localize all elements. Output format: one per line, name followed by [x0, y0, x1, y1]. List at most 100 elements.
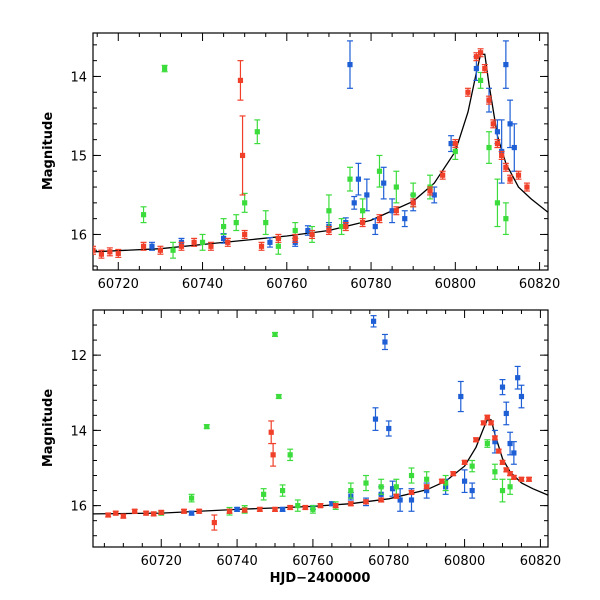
- data-point: [120, 513, 126, 519]
- data-point: [486, 97, 492, 103]
- x-tick-label: 60740: [182, 277, 223, 292]
- data-point: [370, 318, 377, 324]
- data-point: [292, 227, 298, 234]
- data-point: [424, 484, 430, 490]
- bottom-y-axis-label: Magnitude: [41, 389, 56, 468]
- data-point: [511, 144, 517, 151]
- data-point: [499, 487, 506, 494]
- data-point: [355, 176, 362, 182]
- data-point: [499, 152, 505, 159]
- data-point: [440, 172, 446, 178]
- data-point: [515, 172, 522, 178]
- data-point: [496, 448, 502, 454]
- data-series: [93, 48, 530, 259]
- data-point: [360, 220, 366, 226]
- data-point: [461, 459, 468, 465]
- data-point: [382, 339, 388, 345]
- data-point: [211, 519, 217, 526]
- data-point: [348, 501, 354, 507]
- x-tick-label: 60780: [350, 277, 391, 292]
- data-point: [486, 144, 492, 151]
- data-point: [473, 437, 479, 443]
- x-tick-label: 60720: [141, 554, 182, 569]
- data-point: [364, 192, 370, 198]
- data-point: [397, 497, 403, 503]
- data-point: [338, 223, 345, 230]
- data-point: [484, 414, 490, 420]
- data-point: [448, 141, 454, 147]
- data-point: [326, 208, 332, 214]
- data-point: [351, 200, 357, 206]
- y-tick-label: 12: [70, 349, 87, 364]
- data-point: [233, 220, 239, 226]
- data-point: [258, 243, 265, 249]
- data-point: [507, 471, 513, 477]
- data-point: [386, 425, 392, 432]
- data-point: [263, 220, 269, 226]
- data-point: [408, 472, 415, 479]
- x-tick-label: 60720: [98, 277, 139, 292]
- data-point: [424, 487, 430, 494]
- data-point: [424, 476, 430, 482]
- data-point: [494, 200, 501, 206]
- data-point: [188, 495, 195, 501]
- data-point: [151, 511, 157, 517]
- data-point: [257, 506, 263, 512]
- data-point: [292, 235, 298, 241]
- data-point: [393, 184, 399, 190]
- data-point: [158, 509, 164, 515]
- y-tick-label: 15: [70, 149, 87, 164]
- data-point: [393, 493, 399, 499]
- data-point: [363, 499, 369, 505]
- data-point: [389, 486, 396, 492]
- data-point: [511, 450, 517, 456]
- data-point: [484, 440, 490, 447]
- data-point: [234, 506, 240, 512]
- data-point: [196, 508, 202, 514]
- data-point: [287, 504, 293, 511]
- data-point: [347, 62, 353, 68]
- x-tick-label: 60800: [435, 277, 476, 292]
- data-point: [242, 507, 248, 513]
- data-point: [343, 223, 349, 230]
- data-point: [149, 243, 155, 249]
- data-point: [492, 435, 498, 441]
- data-point: [242, 231, 248, 238]
- data-series: [188, 315, 525, 516]
- data-point: [333, 503, 339, 509]
- data-point: [410, 192, 416, 198]
- data-point: [526, 476, 532, 482]
- data-point: [157, 247, 164, 253]
- top-data-points: [93, 40, 530, 259]
- data-point: [469, 463, 475, 469]
- data-point: [439, 478, 445, 484]
- data-point: [458, 393, 464, 400]
- data-point: [473, 54, 479, 60]
- data-series: [148, 40, 518, 251]
- data-point: [376, 216, 383, 222]
- data-point: [242, 200, 248, 206]
- data-point: [372, 416, 379, 422]
- top-ticks: 60720 60740 60760 60780 60800 60820 14 15 16: [70, 33, 560, 292]
- data-point: [105, 512, 111, 518]
- data-point: [261, 491, 267, 497]
- data-point: [499, 459, 506, 465]
- y-tick-label: 16: [70, 500, 87, 515]
- y-tick-label: 14: [70, 424, 87, 439]
- data-point: [239, 152, 246, 159]
- x-tick-label: 60780: [368, 554, 409, 569]
- data-point: [524, 184, 530, 190]
- data-point: [113, 510, 119, 516]
- data-point: [492, 439, 498, 445]
- data-point: [191, 239, 197, 245]
- data-point: [477, 77, 484, 83]
- data-point: [393, 208, 399, 214]
- data-point: [309, 231, 315, 238]
- data-point: [503, 164, 509, 170]
- data-series: [140, 64, 509, 259]
- data-point: [443, 480, 449, 486]
- data-point: [140, 212, 147, 218]
- data-point: [107, 249, 113, 255]
- data-point: [488, 420, 494, 426]
- top-y-axis-label: Magnitude: [41, 112, 56, 191]
